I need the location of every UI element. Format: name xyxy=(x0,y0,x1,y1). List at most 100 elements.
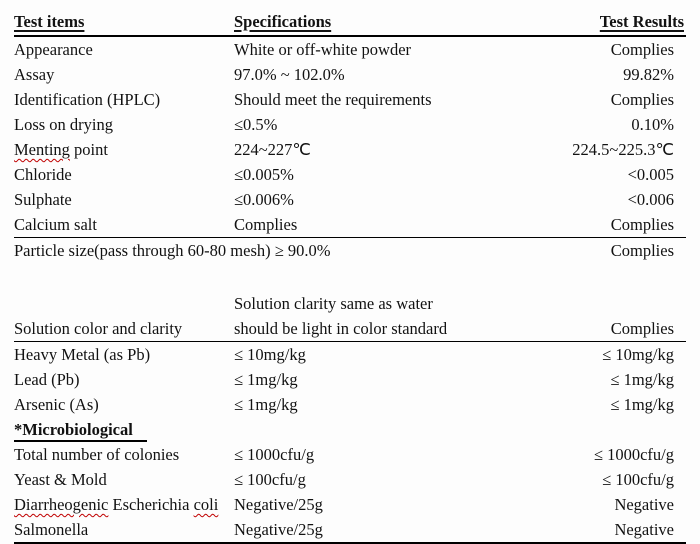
spec-cell: ≤ 1mg/kg xyxy=(234,367,484,392)
result-cell: Complies xyxy=(484,37,686,62)
table-bottom-border xyxy=(14,542,686,544)
item-label: Yeast & Mold xyxy=(14,470,107,489)
table-row: Lead (Pb) ≤ 1mg/kg ≤ 1mg/kg xyxy=(14,367,686,392)
table-row: Loss on drying ≤0.5% 0.10% xyxy=(14,112,686,137)
result-value: 0.10% xyxy=(631,115,674,134)
item-cell: Yeast & Mold xyxy=(14,467,234,492)
result-cell: Negative xyxy=(484,492,686,517)
spec-line: should be light in color standard xyxy=(234,319,448,338)
result-cell: 0.10% xyxy=(484,112,686,137)
table-row: Identification (HPLC) Should meet the req… xyxy=(14,87,686,112)
spec-value: Complies xyxy=(234,215,298,234)
item-label: Loss on drying xyxy=(14,115,113,134)
table-row: Assay 97.0% ~ 102.0% 99.82% xyxy=(14,62,686,87)
item-label-word: point xyxy=(74,140,108,159)
result-cell: ≤ 1mg/kg xyxy=(484,392,686,417)
table-row: Sulphate ≤0.006% <0.006 xyxy=(14,187,686,212)
item-label-word: Menting xyxy=(14,140,70,159)
table-row: Appearance White or off-white powder Compl… xyxy=(14,37,686,62)
result-cell: ≤ 1000cfu/g xyxy=(484,442,686,467)
spec-cell: ≤ 10mg/kg xyxy=(234,342,484,367)
header-cell-test-results: Test Results xyxy=(484,8,686,35)
table-row: Chloride ≤0.005% <0.005 xyxy=(14,162,686,187)
qc-specification-table: Test items Specifications Test Results A… xyxy=(14,8,686,544)
result-value: ≤ 1mg/kg xyxy=(610,370,674,389)
spec-value: Negative/25g xyxy=(234,495,323,514)
item-cell: Appearance xyxy=(14,37,234,62)
spec-cell: Solution clarity same as water should be … xyxy=(234,291,484,341)
column-header-test-results: Test Results xyxy=(599,12,684,31)
spec-cell: ≤ 100cfu/g xyxy=(234,467,484,492)
result-cell: Complies xyxy=(484,212,686,237)
spec-value: ≤ 10mg/kg xyxy=(234,345,306,364)
spec-cell: White or off-white powder xyxy=(234,37,484,62)
table-row: Arsenic (As) ≤ 1mg/kg ≤ 1mg/kg xyxy=(14,392,686,417)
column-header-specifications: Specifications xyxy=(234,12,332,31)
spec-cell: ≤ 1000cfu/g xyxy=(234,442,484,467)
spec-cell: ≤0.005% xyxy=(234,162,484,187)
table-row: Diarrheogenic Escherichia coli Negative/2… xyxy=(14,492,686,517)
item-label: Identification (HPLC) xyxy=(14,90,161,109)
table-row: Salmonella Negative/25g Negative xyxy=(14,517,686,542)
spec-value: Negative/25g xyxy=(234,520,323,539)
table-header-row: Test items Specifications Test Results xyxy=(14,8,686,37)
spec-value: 97.0% ~ 102.0% xyxy=(234,65,345,84)
item-cell: Assay xyxy=(14,62,234,87)
result-cell: ≤ 1mg/kg xyxy=(484,367,686,392)
table-section-gap xyxy=(14,263,686,291)
result-cell: 224.5~225.3℃ xyxy=(484,137,686,162)
spec-cell: Negative/25g xyxy=(234,492,484,517)
item-label: Calcium salt xyxy=(14,215,97,234)
item-cell: Salmonella xyxy=(14,517,234,542)
item-label: Appearance xyxy=(14,40,93,59)
spec-cell: Negative/25g xyxy=(234,517,484,542)
spec-value: ≤ 100cfu/g xyxy=(234,470,306,489)
item-label-word: Escherichia xyxy=(112,495,190,514)
item-cell: Solution color and clarity xyxy=(14,316,234,341)
result-cell: Negative xyxy=(484,517,686,542)
item-label: Salmonella xyxy=(14,520,89,539)
spec-value: 224~227℃ xyxy=(234,140,311,159)
result-value: 224.5~225.3℃ xyxy=(572,140,674,159)
item-label: Sulphate xyxy=(14,190,72,209)
item-label-word: Diarrheogenic xyxy=(14,495,109,514)
header-cell-specifications: Specifications xyxy=(234,8,484,35)
result-cell: Complies xyxy=(484,87,686,112)
table-row: *Microbiological xyxy=(14,417,686,442)
item-label: Particle size(pass through 60-80 mesh) ≥… xyxy=(14,241,331,260)
spec-cell: 97.0% ~ 102.0% xyxy=(234,62,484,87)
item-cell: *Microbiological xyxy=(14,417,234,442)
spec-cell: ≤0.006% xyxy=(234,187,484,212)
table-row: Solution color and clarity Solution clari… xyxy=(14,291,686,342)
spec-cell: ≤0.5% xyxy=(234,112,484,137)
table-row: Heavy Metal (as Pb) ≤ 10mg/kg ≤ 10mg/kg xyxy=(14,342,686,367)
result-value: ≤ 1000cfu/g xyxy=(593,445,674,464)
spec-value: ≤0.5% xyxy=(234,115,278,134)
item-cell: Calcium salt xyxy=(14,212,234,237)
spec-value: Should meet the requirements xyxy=(234,90,432,109)
spec-value: ≤ 1mg/kg xyxy=(234,395,298,414)
spec-cell: Complies xyxy=(234,212,484,237)
table-row: Menting point 224~227℃ 224.5~225.3℃ xyxy=(14,137,686,162)
spec-cell: Should meet the requirements xyxy=(234,87,484,112)
header-cell-test-items: Test items xyxy=(14,8,234,35)
column-header-test-items: Test items xyxy=(14,12,85,31)
section-heading: *Microbiological xyxy=(14,419,147,442)
spec-value: ≤0.005% xyxy=(234,165,294,184)
table-body: Appearance White or off-white powder Compl… xyxy=(14,37,686,542)
item-label: Assay xyxy=(14,65,55,84)
table-row: Total number of colonies ≤ 1000cfu/g ≤ 100… xyxy=(14,442,686,467)
result-value: <0.005 xyxy=(627,165,674,184)
item-cell: Loss on drying xyxy=(14,112,234,137)
result-value: Complies xyxy=(610,215,674,234)
result-cell: Complies xyxy=(484,316,686,341)
result-value: Negative xyxy=(614,495,674,514)
item-label: Solution color and clarity xyxy=(14,319,183,338)
spec-value: ≤0.006% xyxy=(234,190,294,209)
spec-cell: ≤ 1mg/kg xyxy=(234,392,484,417)
item-label: Arsenic (As) xyxy=(14,395,99,414)
item-cell: Diarrheogenic Escherichia coli xyxy=(14,492,234,517)
spec-value: ≤ 1mg/kg xyxy=(234,370,298,389)
result-value: Negative xyxy=(614,520,674,539)
